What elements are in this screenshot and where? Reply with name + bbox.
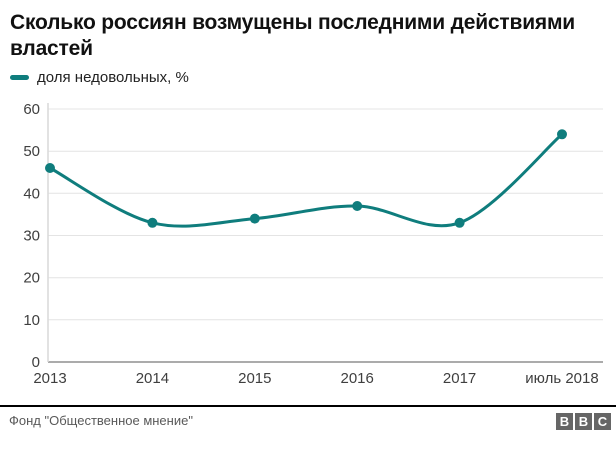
page-title: Сколько россиян возмущены последними дей… xyxy=(10,11,576,60)
y-tick-label: 10 xyxy=(23,312,40,329)
bbc-logo-letter: B xyxy=(575,413,592,430)
x-tick-label: 2014 xyxy=(136,370,169,387)
footer-divider xyxy=(0,405,616,407)
y-tick-label: 0 xyxy=(32,354,40,371)
data-point-marker xyxy=(352,201,363,211)
bbc-logo-letter: C xyxy=(594,413,611,430)
x-tick-label: 2016 xyxy=(341,370,374,387)
legend-line-swatch xyxy=(10,74,29,80)
data-point-marker xyxy=(45,163,55,173)
x-tick-label: 2017 xyxy=(443,370,476,387)
data-point-marker xyxy=(454,217,465,228)
series-line xyxy=(48,132,564,228)
y-tick-label: 60 xyxy=(23,101,40,118)
y-tick-label: 30 xyxy=(23,228,40,245)
data-point-marker xyxy=(249,213,260,224)
bbc-logo: B B C xyxy=(556,413,611,430)
x-tick-label: 2013 xyxy=(33,370,66,387)
source-attribution: Фонд "Общественное мнение" xyxy=(9,413,193,428)
y-tick-label: 20 xyxy=(23,270,40,287)
bbc-logo-letter: B xyxy=(556,413,573,430)
legend-label: доля недовольных, % xyxy=(37,68,189,86)
data-point-marker xyxy=(147,217,158,228)
chart-legend: доля недовольных, % xyxy=(10,68,189,86)
data-point-marker xyxy=(557,129,567,140)
x-tick-label: июль 2018 xyxy=(525,370,598,387)
line-chart: 0 10 20 30 40 50 60 2013 2014 2015 2016 2017 июль 20… xyxy=(23,101,603,387)
y-tick-label: 40 xyxy=(23,185,40,202)
y-tick-label: 50 xyxy=(23,143,40,160)
x-tick-label: 2015 xyxy=(238,370,271,387)
